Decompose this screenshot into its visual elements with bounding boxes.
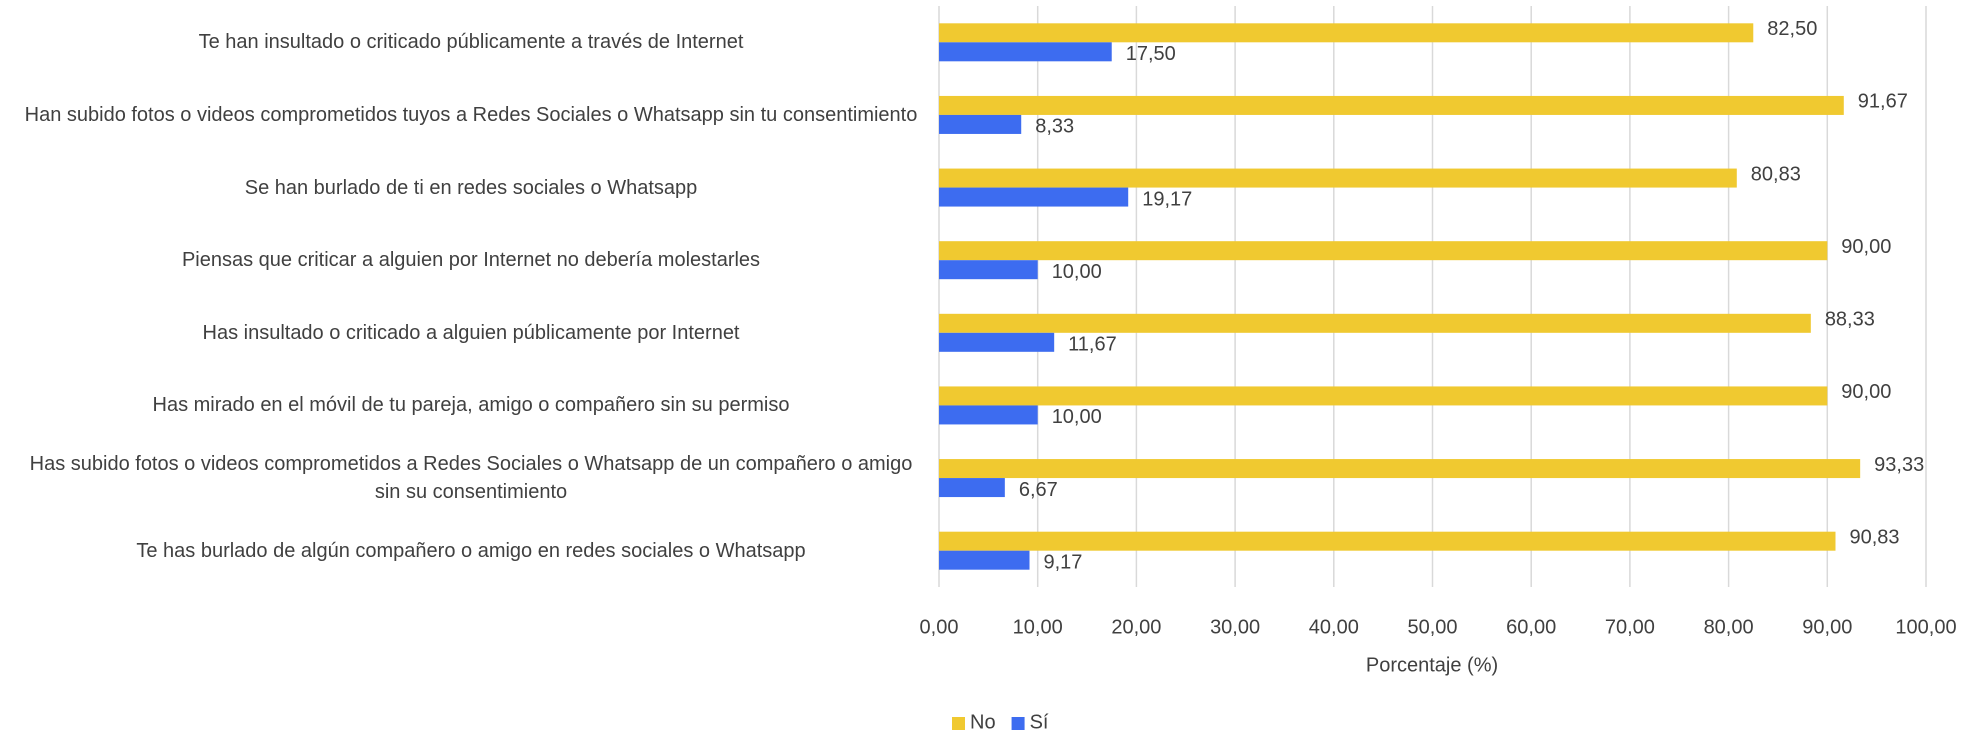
value-label: 8,33 (1035, 116, 1074, 138)
legend-label: Sí (1030, 711, 1049, 733)
x-tick-label: 70,00 (1605, 616, 1655, 638)
category-label: Se han burlado de ti en redes sociales o… (21, 174, 921, 202)
bar (939, 114, 1022, 134)
category-text: Se han burlado de ti en redes sociales o… (244, 176, 698, 199)
category-text: Has insultado o criticado a alguien públ… (202, 321, 740, 344)
value-label: 91,67 (1858, 91, 1908, 113)
category-text: Has subido fotos o videos comprometidos … (29, 453, 913, 504)
x-tick-label: 0,00 (920, 616, 959, 638)
bar (939, 478, 1005, 498)
bar (939, 313, 1811, 333)
bar (939, 42, 1112, 62)
bar (939, 187, 1129, 207)
x-tick-label: 100,00 (1895, 616, 1956, 638)
bar (939, 332, 1055, 352)
x-tick-label: 20,00 (1111, 616, 1161, 638)
bar (939, 405, 1038, 425)
x-tick-label: 90,00 (1802, 616, 1852, 638)
x-tick-label: 40,00 (1309, 616, 1359, 638)
bar (939, 23, 1754, 43)
legend-swatch (1011, 717, 1025, 730)
value-label: 82,50 (1767, 18, 1817, 40)
x-axis-title: Porcentaje (%) (1366, 654, 1498, 676)
value-label: 80,83 (1751, 163, 1801, 185)
x-tick-label: 30,00 (1210, 616, 1260, 638)
x-tick-label: 80,00 (1704, 616, 1754, 638)
value-label: 10,00 (1052, 261, 1102, 283)
bar (939, 550, 1030, 570)
value-label: 88,33 (1825, 309, 1875, 331)
category-label: Piensas que criticar a alguien por Inter… (21, 246, 921, 274)
category-label: Te has burlado de algún compañero o amig… (21, 537, 921, 565)
x-tick-label: 10,00 (1013, 616, 1063, 638)
category-label: Te han insultado o criticado públicament… (21, 28, 921, 56)
bar (939, 531, 1836, 551)
bar (939, 459, 1861, 479)
x-tick-label: 50,00 (1407, 616, 1457, 638)
category-text: Te has burlado de algún compañero o amig… (136, 539, 806, 562)
value-label: 9,17 (1044, 551, 1083, 573)
value-label: 6,67 (1019, 479, 1058, 501)
value-label: 90,00 (1841, 236, 1891, 258)
legend-label: No (970, 711, 996, 733)
category-label: Has subido fotos o videos comprometidos … (21, 450, 921, 506)
category-text: Te han insultado o criticado públicament… (198, 31, 744, 54)
legend-swatch (952, 717, 965, 730)
category-label: Has mirado en el móvil de tu pareja, ami… (21, 391, 921, 419)
category-text: Han subido fotos o videos comprometidos … (24, 103, 918, 126)
bar (939, 168, 1737, 188)
value-label: 93,33 (1874, 454, 1924, 476)
value-label: 10,00 (1052, 406, 1102, 428)
category-label: Han subido fotos o videos comprometidos … (21, 101, 921, 129)
category-text: Has mirado en el móvil de tu pareja, ami… (152, 394, 790, 417)
value-label: 11,67 (1068, 334, 1117, 356)
x-tick-label: 60,00 (1506, 616, 1556, 638)
value-label: 90,83 (1849, 526, 1899, 548)
value-label: 90,00 (1841, 381, 1891, 403)
value-label: 17,50 (1126, 43, 1176, 65)
value-label: 19,17 (1142, 188, 1192, 210)
bar (939, 386, 1828, 406)
bar (939, 95, 1844, 115)
category-label: Has insultado o criticado a alguien públ… (21, 319, 921, 347)
bar (939, 241, 1828, 261)
bar (939, 260, 1038, 280)
category-text: Piensas que criticar a alguien por Inter… (181, 249, 761, 272)
